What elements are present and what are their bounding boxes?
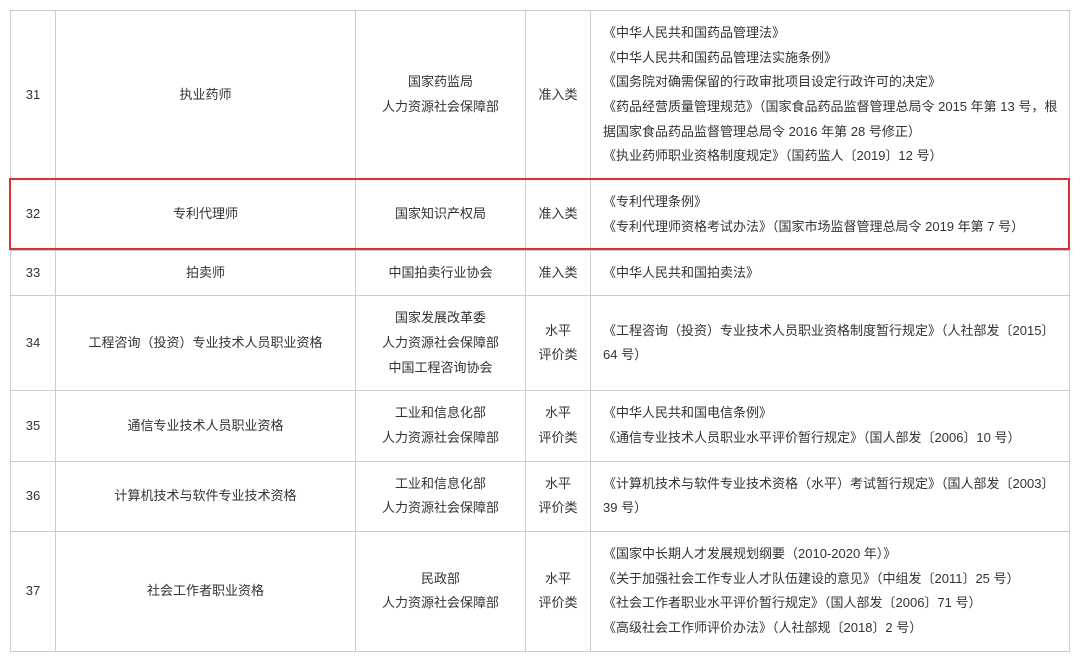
qualification-table: 31执业药师国家药监局人力资源社会保障部准入类《中华人民共和国药品管理法》《中华… <box>10 10 1070 652</box>
cell-line: 《专利代理条例》 <box>603 190 1061 215</box>
cell-name: 专利代理师 <box>56 180 356 250</box>
cell-line: 人力资源社会保障部 <box>364 331 517 356</box>
cell-line: 社会工作者职业资格 <box>147 583 264 598</box>
cell-line: 33 <box>26 265 40 280</box>
cell-num: 37 <box>11 532 56 652</box>
cell-line: 国家知识产权局 <box>395 206 486 221</box>
cell-line: 工业和信息化部 <box>364 472 517 497</box>
cell-num: 35 <box>11 391 56 461</box>
cell-type: 水平评价类 <box>526 461 591 531</box>
table-row: 36 计算机技术与软件专业技术资格 工业和信息化部人力资源社会保障部水平评价类《计算… <box>11 461 1070 531</box>
cell-line: 《高级社会工作师评价办法》（人社部规〔2018〕2 号） <box>603 616 1061 641</box>
cell-line: 拍卖师 <box>186 265 225 280</box>
cell-name: 拍卖师 <box>56 250 356 296</box>
cell-line: 准入类 <box>538 206 577 221</box>
cell-line: 《通信专业技术人员职业水平评价暂行规定》（国人部发〔2006〕10 号） <box>603 426 1061 451</box>
cell-line: 《国家中长期人才发展规划纲要（2010-2020 年）》 <box>603 542 1061 567</box>
cell-type: 准入类 <box>526 250 591 296</box>
cell-line: 《中华人民共和国药品管理法实施条例》 <box>603 46 1061 71</box>
cell-line: 《中华人民共和国电信条例》 <box>603 401 1061 426</box>
cell-line: 国家发展改革委 <box>364 306 517 331</box>
cell-dept: 中国拍卖行业协会 <box>356 250 526 296</box>
table-container: 31执业药师国家药监局人力资源社会保障部准入类《中华人民共和国药品管理法》《中华… <box>10 10 1070 652</box>
cell-line: 《药品经营质量管理规范》（国家食品药品监督管理总局令 2015 年第 13 号，… <box>603 95 1061 144</box>
cell-basis: 《国家中长期人才发展规划纲要（2010-2020 年）》《关于加强社会工作专业人… <box>591 532 1070 652</box>
cell-line: 人力资源社会保障部 <box>364 95 517 120</box>
cell-basis: 《中华人民共和国药品管理法》《中华人民共和国药品管理法实施条例》《国务院对确需保… <box>591 11 1070 180</box>
cell-basis: 《计算机技术与软件专业技术资格（水平）考试暂行规定》（国人部发〔2003〕39 … <box>591 461 1070 531</box>
table-row: 37 社会工作者职业资格 民政部人力资源社会保障部水平评价类《国家中长期人才发展规划… <box>11 532 1070 652</box>
cell-name: 执业药师 <box>56 11 356 180</box>
cell-dept: 国家知识产权局 <box>356 180 526 250</box>
cell-name: 通信专业技术人员职业资格 <box>56 391 356 461</box>
cell-num: 33 <box>11 250 56 296</box>
cell-type: 准入类 <box>526 180 591 250</box>
cell-line: 评价类 <box>534 343 582 368</box>
cell-line: 中国工程咨询协会 <box>364 356 517 381</box>
cell-line: 《执业药师职业资格制度规定》（国药监人〔2019〕12 号） <box>603 144 1061 169</box>
cell-line: 水平 <box>534 567 582 592</box>
cell-line: 通信专业技术人员职业资格 <box>127 418 283 433</box>
cell-line: 《社会工作者职业水平评价暂行规定》（国人部发〔2006〕71 号） <box>603 591 1061 616</box>
cell-line: 评价类 <box>534 496 582 521</box>
cell-line: 31 <box>26 87 40 102</box>
cell-dept: 国家发展改革委人力资源社会保障部中国工程咨询协会 <box>356 296 526 391</box>
cell-line: 《工程咨询（投资）专业技术人员职业资格制度暂行规定》（人社部发〔2015〕64 … <box>603 323 1054 363</box>
cell-type: 水平评价类 <box>526 391 591 461</box>
cell-line: 民政部 <box>364 567 517 592</box>
cell-dept: 民政部人力资源社会保障部 <box>356 532 526 652</box>
cell-dept: 国家药监局人力资源社会保障部 <box>356 11 526 180</box>
cell-line: 《专利代理师资格考试办法》（国家市场监督管理总局令 2019 年第 7 号） <box>603 215 1061 240</box>
cell-type: 准入类 <box>526 11 591 180</box>
cell-line: 准入类 <box>538 265 577 280</box>
cell-line: 36 <box>26 488 40 503</box>
cell-line: 37 <box>26 583 40 598</box>
cell-line: 中国拍卖行业协会 <box>388 265 492 280</box>
cell-line: 人力资源社会保障部 <box>364 426 517 451</box>
cell-num: 31 <box>11 11 56 180</box>
cell-name: 工程咨询（投资）专业技术人员职业资格 <box>56 296 356 391</box>
table-row: 35 通信专业技术人员职业资格 工业和信息化部人力资源社会保障部水平评价类《中华人民… <box>11 391 1070 461</box>
cell-line: 34 <box>26 335 40 350</box>
cell-line: 准入类 <box>538 87 577 102</box>
cell-dept: 工业和信息化部人力资源社会保障部 <box>356 391 526 461</box>
cell-name: 社会工作者职业资格 <box>56 532 356 652</box>
cell-basis: 《工程咨询（投资）专业技术人员职业资格制度暂行规定》（人社部发〔2015〕64 … <box>591 296 1070 391</box>
cell-line: 国家药监局 <box>364 70 517 95</box>
cell-line: 《关于加强社会工作专业人才队伍建设的意见》（中组发〔2011〕25 号） <box>603 567 1061 592</box>
cell-type: 水平评价类 <box>526 532 591 652</box>
cell-line: 水平 <box>534 472 582 497</box>
cell-line: 《计算机技术与软件专业技术资格（水平）考试暂行规定》（国人部发〔2003〕39 … <box>603 476 1054 516</box>
cell-line: 35 <box>26 418 40 433</box>
cell-dept: 工业和信息化部人力资源社会保障部 <box>356 461 526 531</box>
cell-basis: 《专利代理条例》《专利代理师资格考试办法》（国家市场监督管理总局令 2019 年… <box>591 180 1070 250</box>
cell-line: 专利代理师 <box>173 206 238 221</box>
cell-line: 工程咨询（投资）专业技术人员职业资格 <box>88 335 322 350</box>
table-row: 33 拍卖师 中国拍卖行业协会 准入类 《中华人民共和国拍卖法》 <box>11 250 1070 296</box>
cell-num: 34 <box>11 296 56 391</box>
table-row: 32专利代理师国家知识产权局准入类《专利代理条例》《专利代理师资格考试办法》（国… <box>11 180 1070 250</box>
table-row: 34 工程咨询（投资）专业技术人员职业资格 国家发展改革委人力资源社会保障部中国工程… <box>11 296 1070 391</box>
cell-line: 评价类 <box>534 426 582 451</box>
cell-line: 《中华人民共和国拍卖法》 <box>603 265 759 280</box>
cell-num: 36 <box>11 461 56 531</box>
cell-line: 《中华人民共和国药品管理法》 <box>603 21 1061 46</box>
cell-line: 《国务院对确需保留的行政审批项目设定行政许可的决定》 <box>603 70 1061 95</box>
cell-line: 人力资源社会保障部 <box>364 496 517 521</box>
cell-line: 执业药师 <box>179 87 231 102</box>
cell-type: 水平评价类 <box>526 296 591 391</box>
cell-line: 水平 <box>534 319 582 344</box>
cell-basis: 《中华人民共和国拍卖法》 <box>591 250 1070 296</box>
cell-line: 评价类 <box>534 591 582 616</box>
cell-name: 计算机技术与软件专业技术资格 <box>56 461 356 531</box>
cell-line: 计算机技术与软件专业技术资格 <box>114 488 296 503</box>
cell-basis: 《中华人民共和国电信条例》《通信专业技术人员职业水平评价暂行规定》（国人部发〔2… <box>591 391 1070 461</box>
cell-num: 32 <box>11 180 56 250</box>
cell-line: 人力资源社会保障部 <box>364 591 517 616</box>
cell-line: 工业和信息化部 <box>364 401 517 426</box>
table-row: 31执业药师国家药监局人力资源社会保障部准入类《中华人民共和国药品管理法》《中华… <box>11 11 1070 180</box>
cell-line: 32 <box>26 206 40 221</box>
cell-line: 水平 <box>534 401 582 426</box>
